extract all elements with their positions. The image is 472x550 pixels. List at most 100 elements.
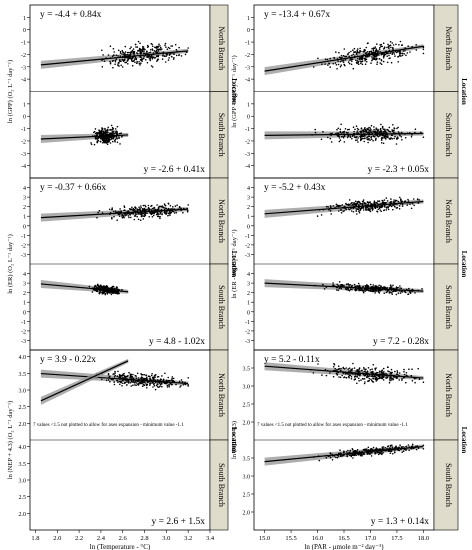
data-point (114, 139, 116, 142)
data-point (394, 449, 396, 452)
data-point (389, 378, 392, 380)
data-point (377, 448, 380, 451)
data-point (127, 210, 130, 213)
data-point (379, 377, 381, 379)
data-point (375, 376, 378, 379)
data-point (159, 217, 161, 220)
data-point (347, 289, 350, 292)
data-point (348, 370, 350, 372)
data-point (103, 290, 106, 293)
data-point (405, 54, 407, 56)
data-point (109, 62, 112, 65)
data-point (114, 210, 117, 212)
data-point (335, 369, 338, 371)
data-point (339, 139, 342, 141)
x-tick-label: 2.4 (97, 535, 106, 542)
data-point (339, 65, 342, 68)
data-point (128, 51, 130, 54)
data-point (358, 380, 360, 382)
data-point (118, 210, 120, 213)
data-point (391, 42, 394, 44)
data-point (388, 381, 391, 384)
data-point (165, 207, 168, 210)
y-tick-label: -3 (21, 65, 26, 71)
data-point (347, 135, 350, 137)
data-point (141, 49, 144, 52)
data-point (379, 62, 382, 64)
data-point (341, 455, 343, 457)
data-point (391, 291, 394, 293)
data-point (340, 367, 342, 370)
data-point (167, 376, 169, 379)
data-point (351, 204, 353, 207)
data-point (132, 60, 135, 62)
data-point (121, 66, 124, 68)
data-point (159, 213, 162, 215)
facet-strip-label: South Branch (217, 113, 226, 157)
y-tick-label: 0 (23, 28, 26, 34)
data-point (135, 384, 137, 387)
data-point (367, 209, 369, 211)
data-point (109, 45, 112, 47)
data-point (380, 130, 383, 132)
data-point (402, 450, 405, 453)
data-point (376, 451, 378, 453)
series-north: y = 3.9 - 0.22x (40, 355, 189, 391)
data-point (110, 293, 113, 296)
regression-line (264, 45, 424, 72)
data-point (120, 210, 122, 213)
data-point (389, 131, 392, 133)
data-point (172, 53, 175, 55)
data-point (333, 455, 336, 457)
data-point (379, 206, 382, 209)
data-point (390, 198, 392, 200)
data-point (389, 204, 392, 207)
data-point (109, 381, 111, 383)
data-point (355, 289, 357, 292)
data-point (152, 52, 155, 54)
data-point (385, 52, 388, 55)
data-point (349, 370, 352, 373)
data-point (127, 63, 129, 65)
data-point (164, 382, 166, 385)
data-point (361, 129, 364, 132)
data-point (415, 448, 418, 451)
data-point (386, 447, 388, 450)
x-axis-label: ln (Temperature - °C) (90, 543, 151, 550)
regression-line (40, 372, 189, 385)
regression-line (264, 282, 424, 292)
data-point (364, 369, 367, 371)
data-point (132, 52, 134, 55)
data-point (160, 383, 163, 385)
data-point (134, 215, 136, 217)
data-point (101, 139, 104, 142)
data-point (150, 374, 153, 377)
data-point (137, 209, 140, 211)
data-point (375, 380, 378, 382)
data-point (353, 453, 356, 456)
data-point (120, 132, 122, 134)
data-point (350, 376, 353, 378)
data-point (372, 130, 374, 132)
location-label: Location (230, 427, 238, 454)
data-point (148, 52, 150, 54)
data-point (372, 51, 375, 53)
data-point (115, 132, 118, 135)
data-point (394, 205, 396, 208)
regression-line (40, 50, 189, 66)
data-point (374, 367, 376, 370)
data-point (400, 200, 403, 203)
data-point (167, 203, 170, 205)
data-point (365, 46, 368, 49)
data-point (334, 62, 337, 64)
data-point (389, 138, 391, 141)
data-point (129, 56, 132, 59)
data-point (119, 132, 121, 135)
data-point (386, 291, 389, 293)
data-point (383, 286, 386, 289)
data-point (402, 50, 405, 52)
data-point (413, 204, 416, 207)
data-point (90, 142, 92, 144)
data-point (342, 61, 345, 64)
data-point (135, 382, 137, 384)
